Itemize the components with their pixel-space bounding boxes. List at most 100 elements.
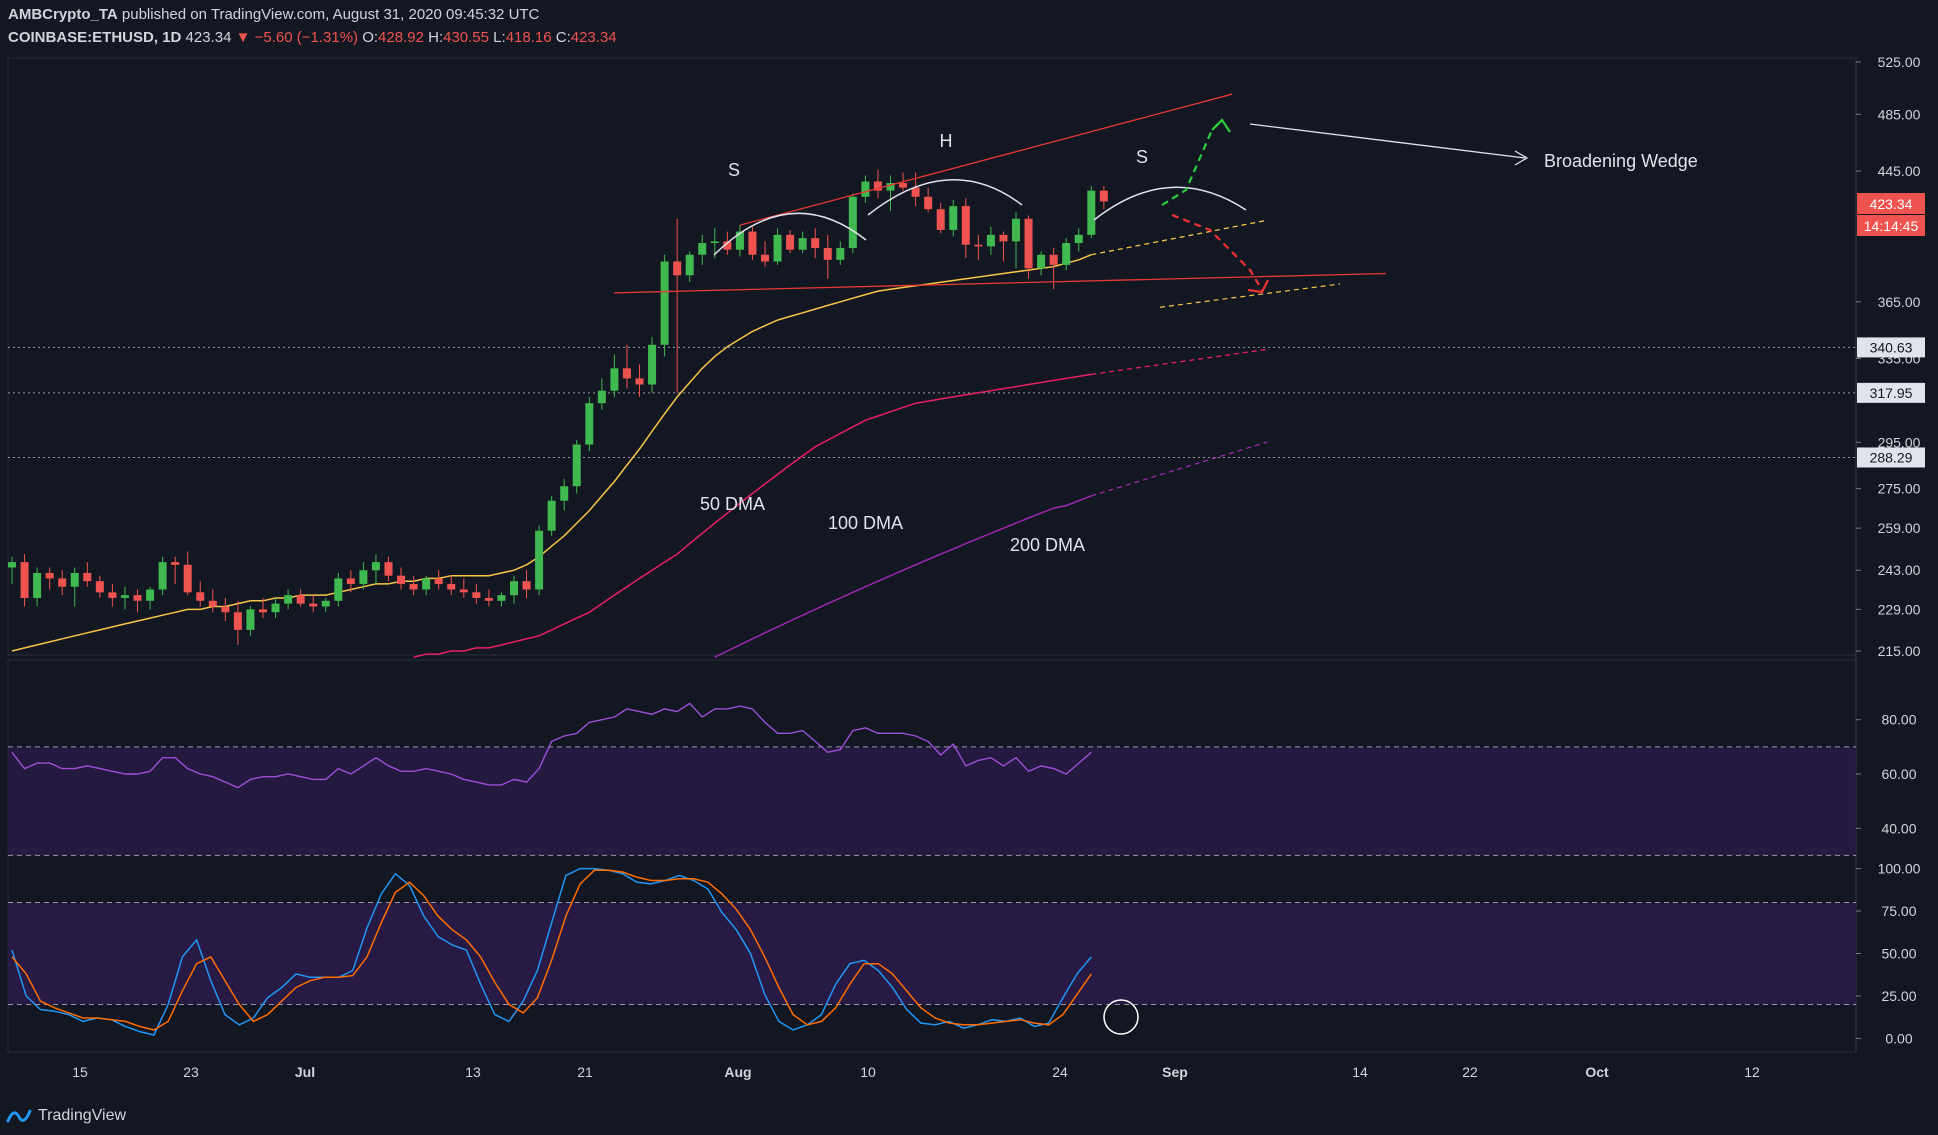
level-badge: [1857, 337, 1925, 358]
ma-projection: [1091, 219, 1268, 256]
ma-line-200-dma: [714, 495, 1092, 658]
symbol-name[interactable]: COINBASE:ETHUSD, 1D: [8, 29, 182, 46]
right-shoulder-arc: [1093, 186, 1247, 221]
price-tick-label: 365.00: [1878, 294, 1921, 310]
candle-body: [1012, 218, 1020, 242]
candle-body: [585, 403, 594, 445]
candle-body: [472, 592, 481, 598]
last-price-badge: [1857, 192, 1925, 214]
price-tick-label: 275.00: [1878, 481, 1921, 497]
candle-body: [836, 248, 845, 260]
ma-projection: [1091, 441, 1268, 497]
candle-body: [1099, 190, 1108, 202]
level-label: 288.29: [1870, 449, 1913, 465]
candle-body: [899, 183, 908, 188]
candle-body: [296, 595, 305, 604]
stoch-tick-label: 75.00: [1881, 903, 1916, 919]
bullish-arrowhead: [1211, 118, 1231, 133]
pointer-arrow-line: [1249, 123, 1526, 159]
candle-body: [183, 564, 192, 593]
candle-body: [1062, 243, 1071, 265]
date-tick-label: 23: [183, 1064, 199, 1080]
low-label: L:: [493, 29, 506, 46]
candle-body: [949, 206, 958, 230]
candle-body: [848, 196, 857, 249]
date-tick-label: 15: [72, 1064, 88, 1080]
indicator-bands: [8, 746, 1856, 1005]
candle-body: [158, 562, 167, 590]
candle-body: [146, 589, 155, 601]
annotation-shoulder-right: S: [1136, 147, 1148, 167]
annotation-shoulder-left: S: [728, 160, 740, 180]
rsi-tick-label: 60.00: [1881, 766, 1916, 782]
ma-line-50-dma: [11, 254, 1092, 652]
candle-body: [572, 444, 581, 487]
price-tick-label: 485.00: [1878, 106, 1921, 122]
date-tick-label: Jul: [295, 1064, 315, 1080]
lower-wedge-line: [613, 272, 1387, 294]
candle-body: [986, 234, 995, 247]
candle-body: [535, 530, 544, 590]
candle-body: [660, 261, 669, 345]
candle-body: [911, 187, 920, 197]
date-tick-label: Sep: [1162, 1064, 1188, 1080]
ma-label: 50 DMA: [700, 494, 765, 514]
candle-body: [422, 578, 431, 590]
candle-body: [58, 578, 67, 587]
candle-body: [811, 238, 820, 249]
symbol-legend: COINBASE:ETHUSD, 1D 423.34 ▼ −5.60 (−1.3…: [8, 29, 617, 46]
candle-body: [70, 572, 79, 587]
candle-body: [397, 575, 406, 584]
price-tick-label: 295.00: [1878, 434, 1921, 450]
stoch-band: [8, 902, 1856, 1005]
candle-body: [359, 570, 368, 584]
candle-body: [108, 592, 117, 598]
candle-body: [95, 581, 104, 593]
candle-body: [710, 241, 719, 244]
candle-body: [208, 600, 217, 607]
candle-body: [221, 606, 230, 613]
close-value: 423.34: [570, 29, 617, 46]
candle-body: [259, 609, 267, 613]
candle-body: [547, 500, 556, 531]
date-tick-label: 12: [1744, 1064, 1760, 1080]
candle-body: [685, 254, 694, 276]
ma-crossover-projection: [1159, 283, 1341, 308]
footer-brand[interactable]: TradingView: [6, 1107, 126, 1125]
ma-label: 200 DMA: [1010, 535, 1085, 555]
ma-line-100-dma: [413, 373, 1092, 658]
stoch-line-d: [11, 869, 1092, 1031]
upper-wedge-line: [739, 93, 1233, 226]
bearish-path-arrow: [1171, 213, 1263, 291]
annotation-head: H: [940, 131, 953, 151]
level-badge: [1857, 447, 1925, 468]
publish-info: AMBCrypto_TA published on TradingView.co…: [8, 6, 539, 23]
candle-body: [346, 578, 355, 584]
date-tick-label: 21: [577, 1064, 593, 1080]
pane-border: [7, 57, 1857, 656]
candle-body: [622, 368, 631, 379]
candle-body: [748, 231, 757, 255]
candle-body: [723, 241, 732, 250]
price-change: −5.60 (−1.31%): [254, 29, 359, 46]
stoch-tick-label: 50.00: [1881, 946, 1916, 962]
down-arrow-icon: ▼: [235, 29, 251, 46]
candle-body: [999, 234, 1008, 242]
candle-body: [484, 597, 493, 601]
price-tick-label: 229.00: [1878, 601, 1921, 617]
head-arc: [867, 179, 1023, 216]
candle-body: [1087, 190, 1096, 235]
chart-labels: S H S Broadening Wedge 50 DMA 100 DMA 200 DMA: [700, 131, 1698, 555]
countdown-badge: [1857, 214, 1925, 236]
publisher-name[interactable]: AMBCrypto_TA: [8, 6, 118, 23]
level-label: 340.63: [1870, 339, 1913, 355]
high-value: 430.55: [443, 29, 489, 46]
date-tick-label: 10: [860, 1064, 876, 1080]
rsi-tick-label: 40.00: [1881, 820, 1916, 836]
candle-body: [45, 572, 54, 579]
price-tick-label: 525.00: [1878, 54, 1921, 70]
stoch-line-k: [11, 867, 1092, 1036]
candle-body: [309, 603, 318, 607]
candle-body: [133, 595, 142, 601]
